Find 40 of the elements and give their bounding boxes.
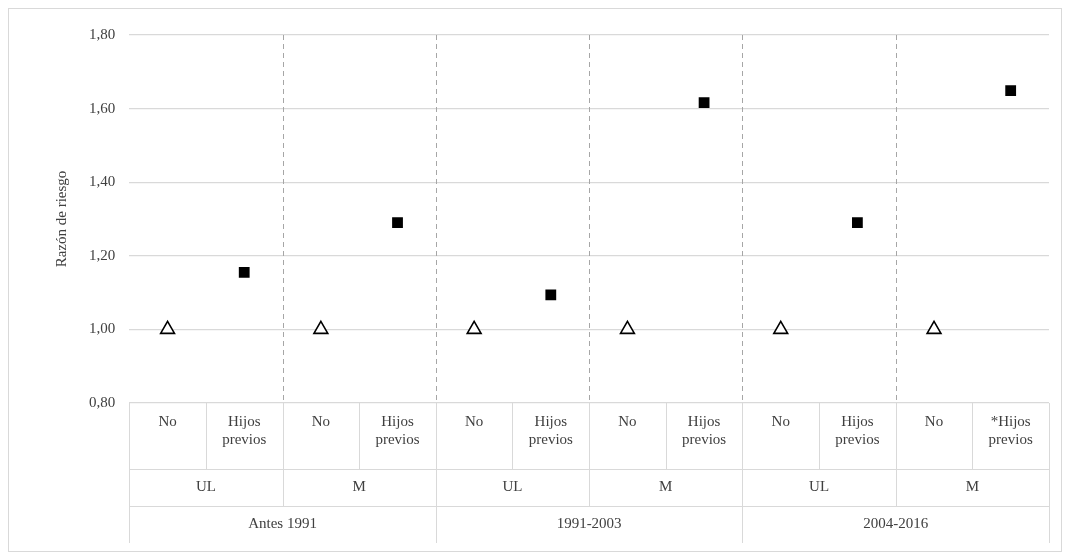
point <box>545 289 557 301</box>
text: UL <box>195 478 216 495</box>
x-tick-label: No <box>618 412 637 429</box>
x-tick-label: No <box>158 412 177 429</box>
text: Antes 1991 <box>248 515 317 532</box>
point <box>466 320 482 335</box>
x-tick-label: Hijos previos <box>222 412 267 447</box>
point <box>392 217 403 229</box>
point <box>238 266 250 278</box>
point <box>1005 85 1017 96</box>
text: M <box>965 478 980 495</box>
x-tick-label: No <box>771 412 790 429</box>
point <box>313 320 329 335</box>
y-tick-label: 1,20 <box>89 246 116 263</box>
text: 1991-2003 <box>556 515 622 532</box>
text: M <box>352 478 366 495</box>
y-tick-label: 1,40 <box>89 173 116 190</box>
y-tick-label: 1,80 <box>89 25 116 42</box>
point <box>619 320 636 335</box>
x-tick-label: Hijos previos <box>835 412 880 447</box>
x-tick-label: *Hijos previos <box>988 412 1033 447</box>
x-tick-label: No <box>464 412 484 429</box>
x-tick-label: Hijos previos <box>682 412 727 447</box>
text: UL <box>502 478 523 495</box>
point <box>698 97 710 109</box>
x-tick-label: No <box>924 412 944 429</box>
point <box>926 320 942 335</box>
point <box>851 217 863 229</box>
y-tick-label: 0,80 <box>89 393 116 410</box>
y-tick-label: 1,00 <box>89 320 116 337</box>
x-tick-label: Hijos previos <box>528 412 574 447</box>
text: 2004-2016 <box>863 515 929 532</box>
point <box>159 320 176 335</box>
x-tick-label: Hijos previos <box>375 412 420 447</box>
point <box>773 320 789 335</box>
x-tick-label: No <box>311 412 331 429</box>
text: M <box>659 478 673 495</box>
y-tick-label: 1,60 <box>89 99 116 116</box>
y-axis-title: Razón de riesgo <box>52 170 69 268</box>
text: UL <box>809 478 830 495</box>
